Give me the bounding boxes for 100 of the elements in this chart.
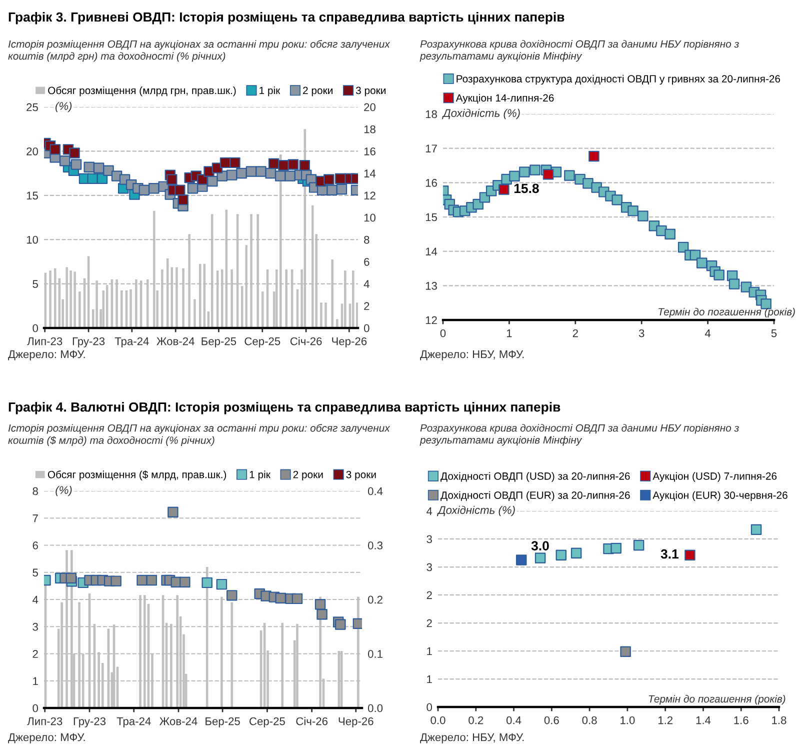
legend-label: Аукціон 14-липня-26 xyxy=(456,94,554,104)
x-tick-label: 4 xyxy=(704,329,711,338)
y2-tick-label: 20 xyxy=(364,103,376,112)
bar xyxy=(194,299,196,328)
point xyxy=(336,184,348,195)
text: Джерело: МФУ. xyxy=(8,350,85,360)
x-tick-label: Бер-25 xyxy=(202,337,236,348)
y-tick-label: 1 xyxy=(33,677,38,685)
y2-tick-label: 18 xyxy=(364,125,376,134)
bar xyxy=(324,302,327,328)
point xyxy=(728,278,740,290)
x-tick-label: Лип-23 xyxy=(27,337,62,346)
y-tick-label: 8 xyxy=(32,487,38,496)
point xyxy=(696,258,708,268)
point xyxy=(69,148,80,158)
y2-tick-label: 0.3 xyxy=(368,542,383,550)
y-tick-label: 10 xyxy=(26,236,38,244)
y-tick-label: 0 xyxy=(32,704,38,712)
x-tick-label: 3 xyxy=(638,329,644,338)
bar xyxy=(130,289,132,328)
point xyxy=(335,619,346,630)
point xyxy=(299,160,310,171)
bar xyxy=(120,290,123,328)
y-tick-label: 0 xyxy=(426,703,432,712)
x-tick-label: 1.6 xyxy=(734,716,748,724)
point xyxy=(288,159,299,170)
x-tick-label: 0.6 xyxy=(544,716,559,724)
x-tick-label: Чер-26 xyxy=(338,717,374,728)
point xyxy=(168,506,178,518)
point xyxy=(216,578,228,590)
point xyxy=(498,184,510,195)
text: Джерело: НБУ, МФУ. xyxy=(420,733,524,744)
point xyxy=(714,270,724,280)
x-tick-label: 0 xyxy=(440,329,446,338)
chart-subtitle: Розрахункова крива дохідності ОВДП за даними НБУ порівняно з результатами аукціонів Мінфіну xyxy=(420,40,739,62)
x-tick-label: Гру-23 xyxy=(74,717,106,728)
point xyxy=(509,170,520,182)
x-tick-label: Жов-24 xyxy=(156,337,194,346)
point xyxy=(166,174,178,185)
x-tick-label: Лип-23 xyxy=(27,717,62,726)
x-tick-label: 1.2 xyxy=(658,716,672,724)
point xyxy=(326,184,338,196)
x-tick-label: Тра-24 xyxy=(116,717,151,728)
bar xyxy=(336,319,338,328)
chart-subtitle: Історія розміщення ОВДП на аукціонах за останні три роки: обсяг залучених коштів (млрд грн) та доходності (% річних) xyxy=(8,40,390,62)
point xyxy=(612,194,622,206)
point xyxy=(620,646,631,657)
point xyxy=(136,574,148,586)
point xyxy=(84,162,94,172)
bar xyxy=(262,292,264,328)
y-tick-label: 13 xyxy=(426,282,437,290)
y-tick-label: 5 xyxy=(32,568,38,577)
point xyxy=(556,550,567,560)
chart-title: Графік 3. Гривневі ОВДП: Історія розміщень та справедлива вартість цінних паперів xyxy=(8,12,564,24)
x-tick-label: Жов-24 xyxy=(160,717,198,726)
point xyxy=(588,150,600,162)
y-tick-label: 18 xyxy=(426,110,437,118)
legend-label: 3 роки xyxy=(346,470,376,480)
legend-label: 1 рік xyxy=(250,470,270,480)
legend-label: Аукціон (EUR) 30-червня-26 xyxy=(652,491,788,501)
point xyxy=(274,170,286,182)
legend-label: Дохідності ОВДП (USD) за 20-липня-26 xyxy=(440,472,630,482)
point xyxy=(93,162,104,174)
x-tick-label: Гру-23 xyxy=(72,337,105,348)
x-tick-label: 0.4 xyxy=(506,716,522,724)
y-tick-label: 1 xyxy=(427,647,432,656)
point xyxy=(750,524,762,535)
y-tick-label: 3 xyxy=(426,563,432,572)
point xyxy=(275,592,286,604)
legend-label: Дохідності ОВДП (EUR) за 20-липня-26 xyxy=(440,491,630,501)
x-tick-label: 1 xyxy=(506,329,512,338)
point xyxy=(146,574,158,586)
data-label: 3.1 xyxy=(660,549,678,559)
chart-title: Графік 4. Валютні ОВДП: Історія розміщень та справедлива вартість цінних паперів xyxy=(8,402,560,414)
point xyxy=(236,168,247,179)
x-tick-label: 0.8 xyxy=(582,716,597,724)
x-tick-label: Січ-26 xyxy=(296,717,328,726)
legend-label: Обсяг розміщення (млрд грн, прав.шк.) xyxy=(48,86,236,96)
y-axis-title: Дохідність (%) xyxy=(442,108,520,120)
y2-tick-label: 8 xyxy=(364,236,370,244)
point xyxy=(87,173,98,184)
y2-tick-label: 6 xyxy=(364,258,370,266)
bar xyxy=(320,302,322,328)
point xyxy=(284,170,296,182)
data-label: 15.8 xyxy=(514,184,539,194)
point xyxy=(334,173,346,184)
y2-tick-label: 0.4 xyxy=(368,487,383,496)
y-tick-label: 2 xyxy=(426,591,432,600)
point xyxy=(70,159,82,170)
x-tick-label: 0.2 xyxy=(468,716,484,724)
y2-tick-label: 16 xyxy=(364,147,376,156)
point xyxy=(690,250,701,260)
point xyxy=(202,577,212,588)
y-tick-label: 14 xyxy=(426,248,438,256)
y-tick-label: 12 xyxy=(426,316,437,324)
x-tick-label: 0.0 xyxy=(430,716,446,724)
y-tick-label: 3 xyxy=(426,535,432,544)
y-axis-title: Дохідність (%) xyxy=(436,506,515,516)
point xyxy=(292,593,303,604)
point xyxy=(278,160,289,171)
